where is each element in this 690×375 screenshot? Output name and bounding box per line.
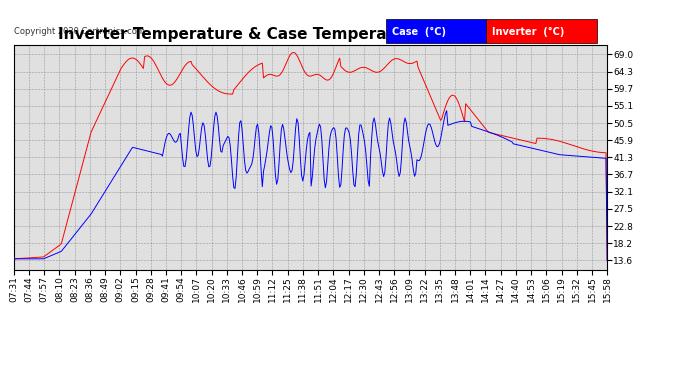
Title: Inverter Temperature & Case Temperature Fri Jan 10 16:09: Inverter Temperature & Case Temperature …: [58, 27, 563, 42]
Text: Copyright 2020 Cartronics.com: Copyright 2020 Cartronics.com: [14, 27, 145, 36]
Text: Case  (°C): Case (°C): [392, 27, 446, 37]
Text: Inverter  (°C): Inverter (°C): [492, 27, 564, 37]
